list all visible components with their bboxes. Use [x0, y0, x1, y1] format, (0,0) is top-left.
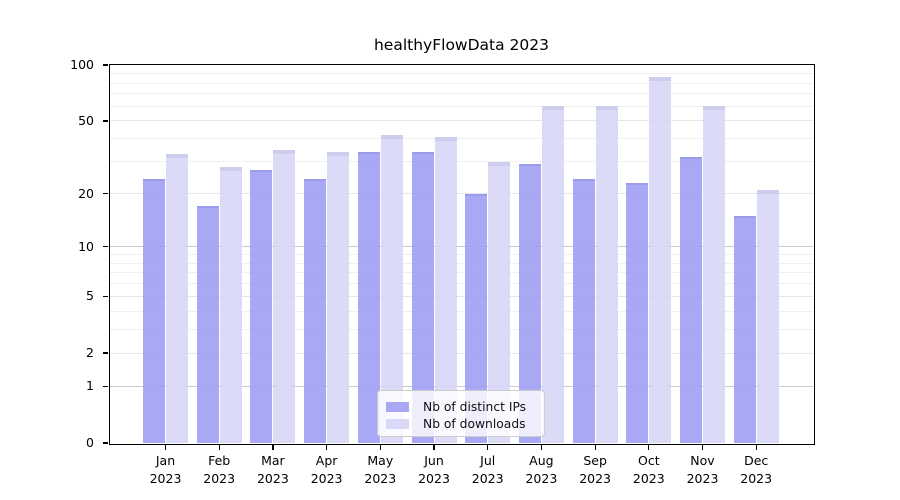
- bar-oct-downloads: [649, 77, 672, 443]
- x-tick-mark-may: [379, 444, 381, 450]
- y-tick-label-10: 10: [78, 238, 94, 254]
- bar-jan-distinct-ips: [143, 179, 165, 443]
- x-tick-mark-mar: [272, 444, 274, 450]
- x-tick-mark-jul: [487, 444, 489, 450]
- y-tick-mark-2: [103, 352, 108, 354]
- legend-item-downloads: Nb of downloads: [386, 415, 544, 432]
- bar-aug-distinct-ips: [518, 164, 541, 443]
- bar-jul-downloads: [488, 161, 511, 443]
- y-tick-mark-50: [103, 120, 108, 122]
- gridline-y-3: [110, 328, 813, 330]
- bar-oct-distinct-ips: [626, 182, 649, 443]
- legend-swatch-downloads: [386, 418, 409, 429]
- x-tick-label-oct: Oct 2023: [632, 453, 665, 486]
- gridline-y-70: [110, 93, 813, 95]
- bar-jun-distinct-ips: [411, 151, 434, 443]
- bar-mar-distinct-ips: [250, 170, 273, 443]
- x-tick-mark-sep: [594, 444, 596, 450]
- y-tick-mark-20: [103, 193, 108, 195]
- x-tick-label-jul: Jul 2023: [471, 453, 504, 486]
- plot-area: Nb of distinct IPs Nb of downloads: [110, 65, 813, 443]
- y-tick-mark-100: [103, 64, 108, 66]
- x-tick-mark-jun: [433, 444, 435, 450]
- x-tick-label-dec: Dec 2023: [740, 453, 773, 486]
- x-tick-mark-nov: [701, 444, 704, 450]
- legend-label-downloads: Nb of downloads: [423, 416, 526, 431]
- gridline-y-6: [110, 283, 813, 285]
- x-tick-label-jun: Jun 2023: [418, 453, 450, 486]
- bar-aug-downloads: [541, 106, 564, 443]
- legend: Nb of distinct IPs Nb of downloads: [377, 390, 545, 437]
- x-tick-label-feb: Feb 2023: [203, 453, 236, 486]
- gridline-y-9: [110, 253, 813, 255]
- x-tick-label-nov: Nov 2023: [686, 453, 719, 486]
- x-tick-mark-apr: [326, 444, 328, 450]
- x-tick-mark-jan: [164, 444, 167, 450]
- x-tick-label-sep: Sep 2023: [579, 453, 611, 486]
- x-tick-label-apr: Apr 2023: [310, 453, 343, 486]
- bar-mar-downloads: [273, 149, 296, 443]
- x-tick-mark-feb: [218, 444, 220, 450]
- gridline-y-30: [110, 161, 813, 163]
- x-tick-label-may: May 2023: [364, 453, 397, 486]
- y-tick-mark-10: [103, 246, 108, 248]
- gridline-y-90: [110, 73, 813, 75]
- y-tick-label-5: 5: [86, 288, 94, 304]
- gridline-y-5: [110, 295, 813, 297]
- gridline-y-8: [110, 262, 813, 264]
- bar-nov-distinct-ips: [680, 156, 702, 443]
- y-tick-label-20: 20: [78, 185, 94, 201]
- gridline-y-60: [110, 105, 813, 107]
- y-tick-label-2: 2: [86, 345, 94, 361]
- bar-jul-distinct-ips: [465, 193, 488, 443]
- bar-dec-downloads: [756, 189, 779, 443]
- bar-sep-distinct-ips: [572, 179, 595, 443]
- y-tick-label-50: 50: [78, 112, 94, 128]
- x-tick-mark-aug: [540, 444, 543, 450]
- gridline-y-4: [110, 310, 813, 312]
- bar-feb-downloads: [219, 167, 242, 443]
- y-tick-label-100: 100: [70, 57, 94, 72]
- x-tick-mark-dec: [755, 444, 757, 450]
- x-tick-label-aug: Aug 2023: [525, 453, 558, 486]
- legend-swatch-distinct-ips: [386, 401, 409, 412]
- gridline-y-10: [110, 246, 813, 248]
- gridline-y-1: [110, 385, 813, 387]
- y-tick-mark-0: [103, 442, 108, 444]
- x-tick-label-mar: Mar 2023: [256, 453, 289, 486]
- y-tick-mark-1: [103, 385, 108, 387]
- gridline-y-2: [110, 352, 813, 354]
- bar-sep-downloads: [595, 106, 618, 443]
- x-tick-mark-oct: [648, 444, 650, 450]
- bar-may-distinct-ips: [357, 151, 380, 443]
- bar-nov-downloads: [703, 106, 725, 443]
- x-tick-label-jan: Jan 2023: [149, 453, 182, 486]
- bar-apr-downloads: [327, 151, 350, 443]
- gridline-y-80: [110, 82, 813, 84]
- gridline-y-20: [110, 193, 813, 195]
- gridline-y-50: [110, 120, 813, 122]
- bar-feb-distinct-ips: [196, 206, 219, 443]
- bar-jun-downloads: [434, 136, 457, 443]
- y-tick-label-1: 1: [86, 378, 94, 394]
- legend-item-distinct-ips: Nb of distinct IPs: [386, 398, 544, 415]
- gridline-y-7: [110, 272, 813, 274]
- y-tick-mark-5: [103, 295, 108, 297]
- bar-apr-distinct-ips: [304, 179, 327, 443]
- legend-label-distinct-ips: Nb of distinct IPs: [423, 399, 527, 414]
- bar-dec-distinct-ips: [733, 215, 756, 443]
- chart-title: healthyFlowData 2023: [373, 36, 549, 54]
- bar-may-downloads: [380, 134, 403, 443]
- bar-jan-downloads: [166, 154, 188, 443]
- gridline-y-40: [110, 138, 813, 140]
- y-tick-label-0: 0: [86, 435, 94, 450]
